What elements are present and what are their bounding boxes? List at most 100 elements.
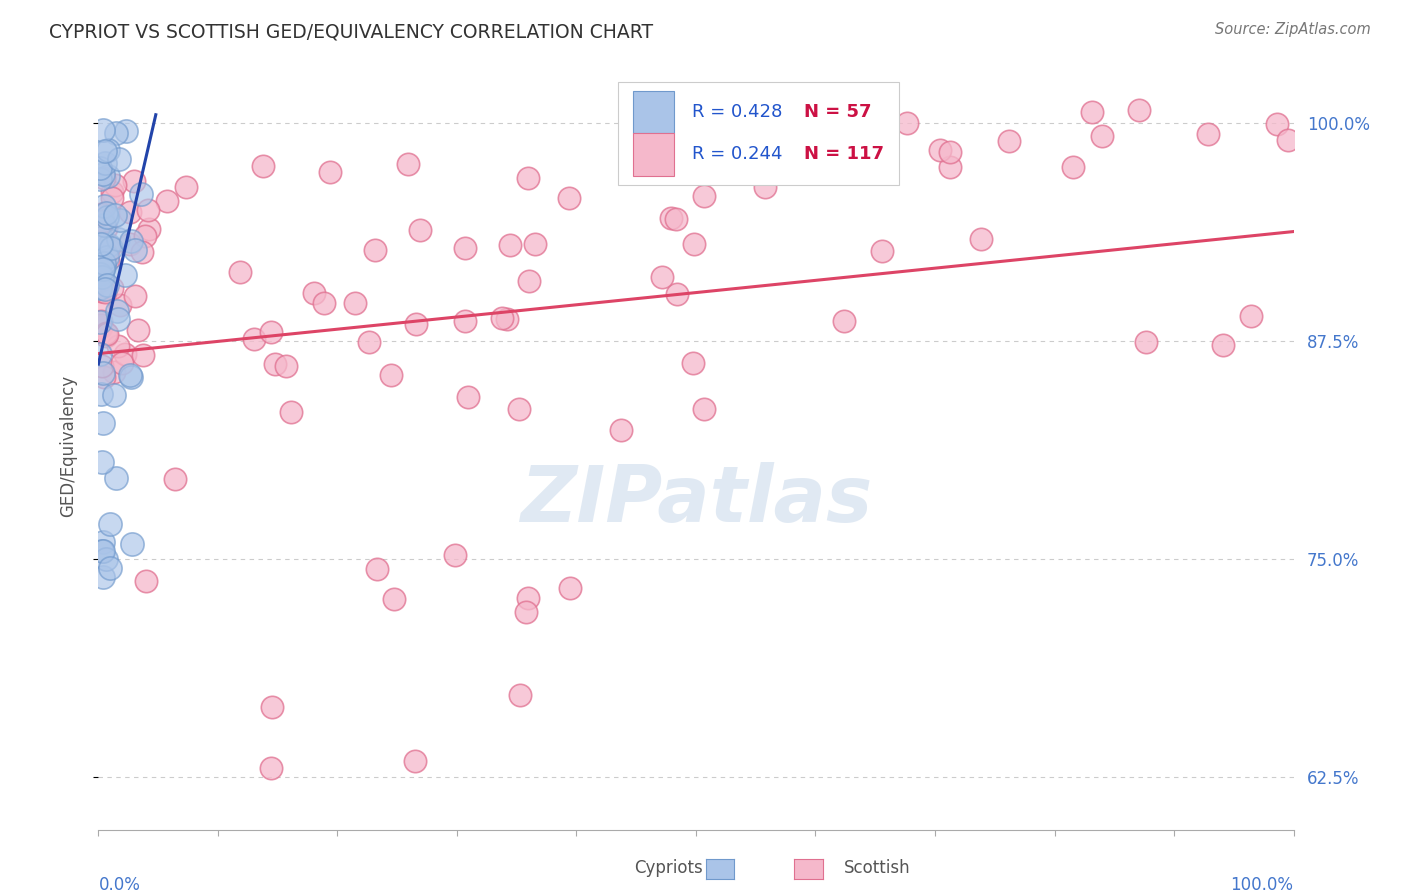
Point xyxy=(91,213,114,227)
Point xyxy=(970,232,993,246)
Point xyxy=(453,314,475,328)
Point xyxy=(156,194,179,208)
Point xyxy=(91,262,114,277)
Point xyxy=(136,202,159,217)
Point xyxy=(89,161,111,176)
Point xyxy=(118,205,141,219)
Point xyxy=(94,285,117,299)
Point xyxy=(103,365,125,379)
Point xyxy=(1212,338,1234,352)
Point xyxy=(96,246,118,260)
Point xyxy=(94,206,117,220)
Point xyxy=(127,323,149,337)
Point xyxy=(96,329,118,343)
Point xyxy=(96,326,118,341)
Point xyxy=(90,207,112,221)
Point xyxy=(97,242,120,256)
Point xyxy=(91,167,114,181)
Point xyxy=(1197,127,1219,141)
Point xyxy=(1240,309,1263,323)
Point xyxy=(659,211,682,225)
Point xyxy=(90,543,112,558)
Point xyxy=(405,318,427,332)
Point xyxy=(491,311,513,326)
FancyBboxPatch shape xyxy=(633,134,675,176)
Point xyxy=(124,174,146,188)
Text: R = 0.428: R = 0.428 xyxy=(692,103,783,121)
Point xyxy=(101,281,124,295)
Point xyxy=(91,543,114,558)
Point xyxy=(93,252,115,266)
Point xyxy=(107,312,129,326)
Point xyxy=(754,179,776,194)
Point xyxy=(515,605,537,619)
Point xyxy=(314,296,336,310)
Point xyxy=(896,116,918,130)
Point xyxy=(364,243,387,257)
Point xyxy=(444,549,467,563)
Y-axis label: GED/Equivalency: GED/Equivalency xyxy=(59,375,77,517)
Point xyxy=(114,268,136,282)
Point xyxy=(104,209,127,223)
Point xyxy=(111,356,134,370)
Point xyxy=(90,231,112,245)
Point xyxy=(89,171,111,186)
Point xyxy=(103,388,125,402)
Point xyxy=(90,253,112,268)
Point xyxy=(131,244,153,259)
Point xyxy=(380,368,402,382)
Point xyxy=(404,754,426,768)
Point xyxy=(242,332,264,346)
Point xyxy=(89,315,111,329)
Point xyxy=(90,235,112,249)
Point xyxy=(508,402,530,417)
Point xyxy=(938,160,960,174)
Point xyxy=(938,145,960,160)
Point xyxy=(93,219,115,233)
Point xyxy=(114,124,136,138)
Point xyxy=(344,296,367,310)
Text: ZIPatlas: ZIPatlas xyxy=(520,462,872,538)
Point xyxy=(665,287,688,301)
Point xyxy=(124,243,146,257)
Point xyxy=(90,237,112,252)
Text: 100.0%: 100.0% xyxy=(1230,876,1294,892)
Point xyxy=(90,219,112,233)
Point xyxy=(1135,334,1157,349)
Point xyxy=(91,122,114,136)
Point xyxy=(120,369,142,384)
Point xyxy=(94,281,117,295)
Point xyxy=(609,423,631,437)
Point xyxy=(1277,133,1299,147)
Point xyxy=(90,270,112,285)
Point xyxy=(120,368,142,383)
Point xyxy=(693,401,716,416)
Point xyxy=(121,536,143,550)
Point xyxy=(870,244,893,258)
Point xyxy=(499,238,522,252)
Point xyxy=(94,220,117,235)
Point xyxy=(998,134,1021,148)
Point xyxy=(524,236,547,251)
Point xyxy=(163,472,186,486)
Point xyxy=(302,285,325,300)
Point xyxy=(93,171,115,186)
Point xyxy=(100,185,122,199)
Point xyxy=(366,562,388,576)
Point xyxy=(651,270,673,285)
Point xyxy=(357,334,380,349)
Point xyxy=(89,267,111,281)
Point xyxy=(90,320,112,334)
Point xyxy=(100,191,122,205)
Point xyxy=(90,313,112,327)
Point xyxy=(93,260,115,274)
Point xyxy=(90,284,112,298)
Point xyxy=(457,390,479,404)
Point xyxy=(260,761,283,775)
Point xyxy=(1128,103,1150,118)
Point xyxy=(93,534,115,549)
Point xyxy=(96,250,118,264)
Point xyxy=(1091,129,1114,144)
Point xyxy=(90,318,112,332)
Point xyxy=(496,312,519,326)
